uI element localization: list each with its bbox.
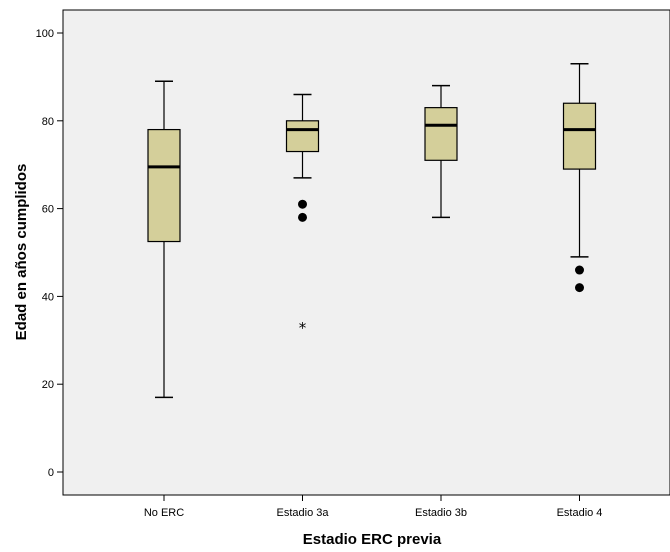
y-tick-label: 20 [42,379,54,391]
iqr-box [147,128,181,243]
x-tick-label: Estadio 3a [277,507,330,519]
outlier-point [575,265,584,275]
iqr-box [285,120,320,153]
y-tick-label: 80 [42,116,54,128]
y-tick-label: 60 [42,204,54,216]
box-1: * [285,93,320,337]
y-tick-label: 40 [42,291,54,303]
x-tick-label: No ERC [144,507,184,519]
x-tick-label: Estadio 3b [415,507,467,519]
x-axis: No ERC Estadio 3a Estadio 3b Estadio 4 [144,495,603,519]
box-3 [562,62,597,293]
x-axis-title: Estadio ERC previa [303,531,442,548]
x-tick-label: Estadio 4 [557,507,603,519]
y-tick-label: 100 [36,28,54,40]
y-tick-label: 0 [48,467,54,479]
outlier-point [298,199,307,209]
iqr-box [562,102,597,170]
boxes-group: * [147,62,597,399]
y-axis: 0 20 40 60 80 100 [36,28,63,479]
box-2 [424,84,458,219]
y-axis-title: Edad en años cumplidos [13,164,30,341]
box-0 [147,80,181,399]
iqr-box [424,107,458,161]
extreme-point: * [299,319,307,337]
outlier-point [575,283,584,293]
outlier-point [298,212,307,222]
